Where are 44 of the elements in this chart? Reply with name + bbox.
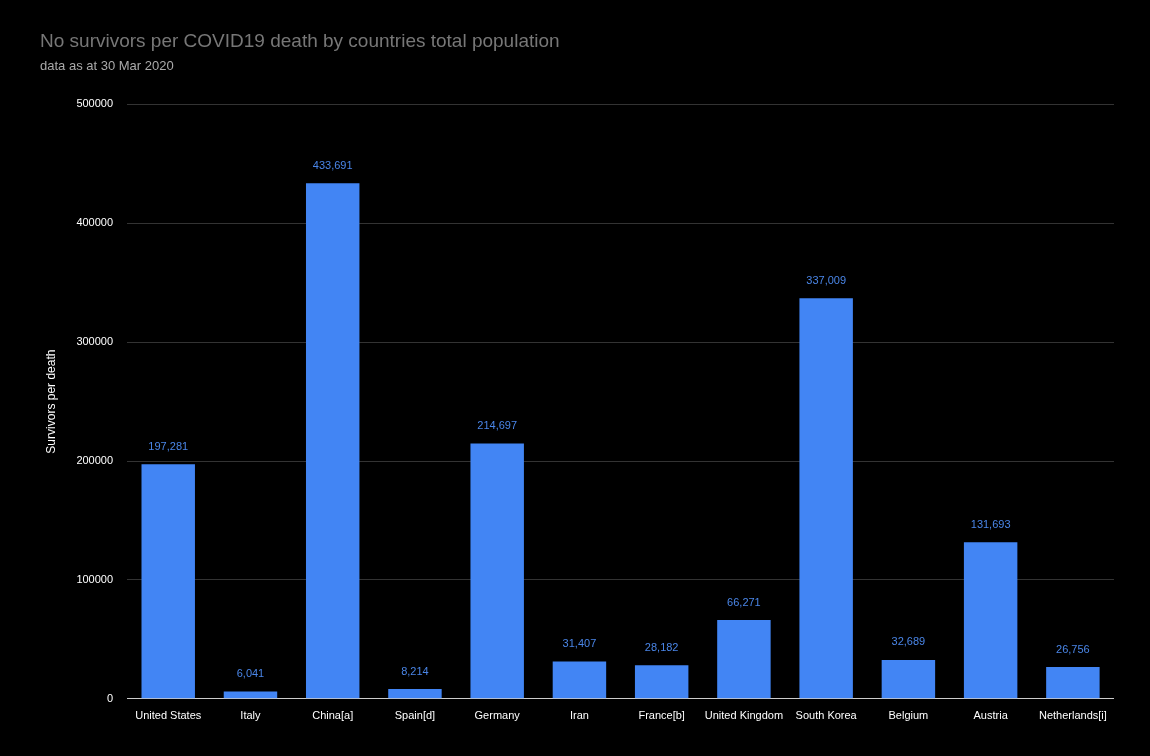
- bar: [963, 542, 1018, 699]
- y-tick-label: 0: [106, 691, 114, 704]
- data-label: 433,691: [312, 158, 353, 171]
- y-tick-label: 300000: [76, 335, 114, 348]
- bar: [634, 665, 689, 699]
- x-tick-label: United States: [135, 709, 202, 722]
- x-tick-label: Austria: [973, 709, 1009, 722]
- bar: [799, 298, 853, 699]
- data-label: 31,407: [562, 636, 597, 649]
- data-label: 131,693: [970, 517, 1011, 530]
- x-tick-label: China[a]: [312, 709, 354, 722]
- x-tick-label: France[b]: [638, 709, 685, 722]
- bar: [717, 620, 771, 699]
- data-label: 28,182: [644, 640, 679, 653]
- x-tick-label: Germany: [474, 709, 521, 722]
- bar: [1046, 666, 1100, 699]
- bar: [881, 659, 936, 699]
- y-tick-label: 400000: [76, 216, 114, 229]
- bar: [552, 661, 607, 699]
- x-tick-label: United Kingdom: [704, 709, 784, 722]
- y-tick-label: 100000: [76, 572, 114, 585]
- x-tick-label: Belgium: [888, 709, 929, 722]
- y-axis-title: Survivors per death: [43, 349, 58, 454]
- data-label: 8,214: [401, 664, 429, 677]
- x-tick-label: Netherlands[i]: [1038, 709, 1107, 722]
- chart-subtitle: data as at 30 Mar 2020: [40, 58, 174, 74]
- data-label: 66,271: [727, 595, 761, 608]
- x-tick-label: Iran: [569, 709, 589, 722]
- data-label: 26,756: [1056, 642, 1090, 655]
- data-label: 197,281: [148, 439, 189, 452]
- bar: [470, 443, 524, 699]
- x-tick-label: South Korea: [795, 709, 858, 722]
- data-label: 214,697: [477, 419, 518, 432]
- x-tick-label: Italy: [240, 709, 262, 722]
- y-tick-label: 500000: [76, 97, 114, 110]
- data-label: 337,009: [806, 273, 847, 286]
- x-tick-label: Spain[d]: [394, 709, 436, 722]
- bar: [141, 464, 195, 699]
- chart-title: No survivors per COVID19 death by countries total population: [40, 29, 560, 51]
- y-tick-label: 200000: [76, 454, 114, 467]
- data-label: 32,689: [891, 635, 926, 648]
- bar: [305, 183, 360, 699]
- bar: [388, 689, 442, 699]
- data-label: 6,041: [236, 667, 265, 680]
